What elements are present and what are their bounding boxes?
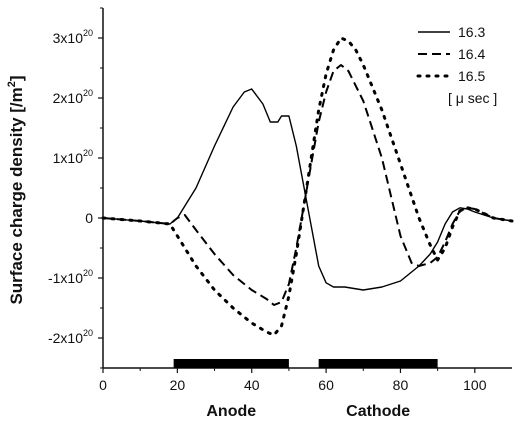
legend-unit-note: [ μ sec ] <box>448 90 497 106</box>
y-tick-label: 0 <box>85 210 93 226</box>
legend-label: 16.4 <box>458 46 485 62</box>
series-line-solid <box>102 88 513 291</box>
y-tick-label: 1x1020 <box>53 148 93 166</box>
y-tick-label: 3x1020 <box>53 28 93 46</box>
series-line-dashed <box>102 64 513 306</box>
legend-label: 16.5 <box>458 68 485 84</box>
legend-label: 16.3 <box>458 24 485 40</box>
x-tick-label: 20 <box>170 377 186 393</box>
y-tick-label: 2x1020 <box>53 88 93 106</box>
series-lines <box>101 36 514 337</box>
x-tick-label: 0 <box>99 377 107 393</box>
y-tick-label: -2x1020 <box>48 328 93 346</box>
x-tick-label: 80 <box>393 377 409 393</box>
electrode-label: Cathode <box>346 403 410 420</box>
x-tick-label: 40 <box>244 377 260 393</box>
electrode-bars: Anode Cathode <box>173 359 438 420</box>
tick-labels: 0 20 40 60 80 100 3x1020 2x1020 1x1020 0 -1x1020 -2… <box>48 7 487 393</box>
electrode-bar <box>318 359 438 368</box>
x-tick-label: 100 <box>463 377 487 393</box>
x-tick-label: 60 <box>318 377 334 393</box>
series-line-dotted <box>101 36 514 337</box>
y-axis-title: Surface charge density [/m2] <box>6 75 26 304</box>
electrode-label: Anode <box>206 403 256 420</box>
y-tick-label: -1x1020 <box>48 268 93 286</box>
electrode-bar <box>173 359 289 368</box>
legend: 16.3 16.4 16.5 [ μ sec ] <box>416 24 497 106</box>
